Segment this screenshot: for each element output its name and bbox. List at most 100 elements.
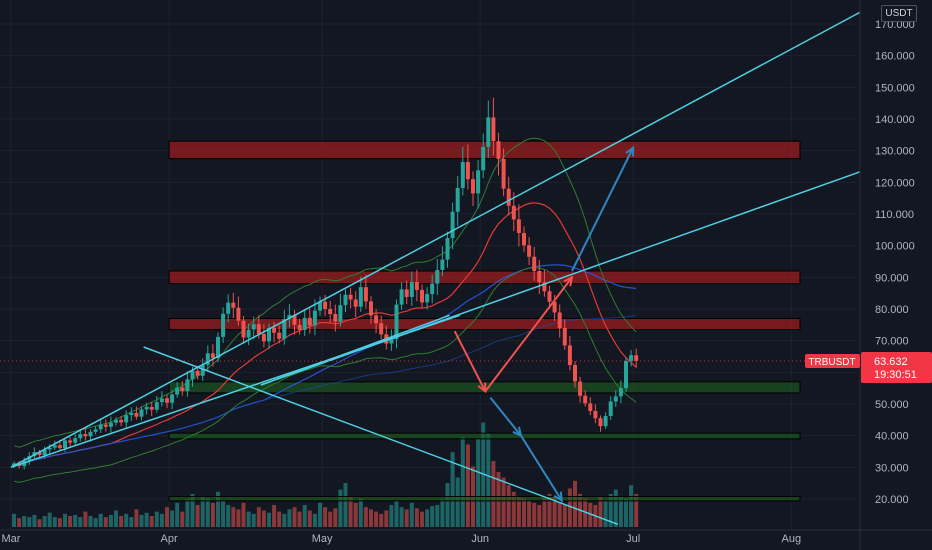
candle-body bbox=[292, 315, 297, 325]
candle-body bbox=[476, 170, 481, 194]
price-tick-label: 170.000 bbox=[875, 19, 915, 31]
volume-bar bbox=[251, 513, 256, 527]
volume-bar bbox=[267, 512, 271, 527]
volume-bar bbox=[542, 498, 547, 527]
candle-body bbox=[562, 328, 567, 346]
candle-body bbox=[180, 387, 185, 392]
volume-bar bbox=[292, 507, 297, 527]
volume-bar bbox=[511, 491, 516, 527]
candle-body bbox=[343, 294, 348, 306]
symbol-badge: TRBUSDT bbox=[808, 357, 855, 368]
candle-body bbox=[154, 402, 159, 410]
candle-body bbox=[389, 339, 394, 344]
volume-bar bbox=[205, 498, 210, 527]
candle-body bbox=[88, 431, 93, 437]
volume-bar bbox=[287, 509, 292, 527]
projection-arrow-up-head bbox=[563, 275, 574, 287]
candle-body bbox=[256, 324, 261, 335]
volume-bar bbox=[277, 511, 282, 527]
candle-body bbox=[338, 305, 343, 322]
candle-body bbox=[267, 328, 271, 342]
volume-bar bbox=[216, 491, 220, 527]
candle-body bbox=[57, 445, 62, 449]
candle-body bbox=[629, 355, 634, 361]
time-tick-label: Jun bbox=[471, 533, 489, 545]
volume-bar bbox=[358, 498, 363, 527]
candle-body bbox=[139, 409, 144, 417]
volume-bar bbox=[22, 516, 27, 527]
volume-bar bbox=[129, 517, 134, 527]
candle-body bbox=[460, 162, 465, 189]
time-tick-label: Mar bbox=[2, 533, 21, 545]
candle-body bbox=[277, 332, 282, 339]
currency-label[interactable]: USDT bbox=[881, 5, 917, 22]
price-zone bbox=[168, 318, 801, 331]
projection-arrow-dip bbox=[489, 397, 522, 437]
candle-body bbox=[251, 324, 256, 330]
volume-bar bbox=[210, 502, 215, 527]
volume-bar bbox=[537, 505, 542, 527]
volume-bar bbox=[455, 477, 460, 527]
volume-bar bbox=[134, 509, 139, 527]
candle-body bbox=[282, 319, 287, 339]
trendline-drawings[interactable] bbox=[10, 7, 869, 526]
volume-bar bbox=[159, 513, 164, 527]
volume-bar bbox=[425, 509, 430, 527]
volume-bar bbox=[399, 507, 404, 527]
candle-body bbox=[491, 117, 496, 142]
volume-bar bbox=[379, 513, 384, 527]
price-tick-label: 160.000 bbox=[875, 51, 915, 63]
candle-body bbox=[302, 317, 307, 330]
volume-bar bbox=[32, 514, 37, 527]
projection-arrow-up bbox=[484, 276, 573, 392]
volume-bar bbox=[414, 508, 419, 527]
candle-body bbox=[496, 141, 501, 159]
price-scale[interactable]: 20.00030.00040.00050.00060.00070.00080.0… bbox=[875, 19, 915, 506]
candle-body bbox=[221, 313, 226, 337]
volume-bar bbox=[17, 518, 22, 527]
candle-body bbox=[516, 219, 521, 233]
candle-body bbox=[312, 310, 317, 326]
projection-arrow-deep-head bbox=[553, 491, 564, 503]
candle-body bbox=[318, 301, 322, 311]
candle-body bbox=[297, 324, 302, 330]
volume-bar bbox=[154, 511, 159, 527]
volume-bar bbox=[465, 444, 470, 527]
candle-body bbox=[323, 301, 328, 309]
volume-bar bbox=[389, 505, 394, 527]
volume-bar bbox=[165, 507, 169, 527]
volume-bar bbox=[108, 514, 113, 527]
candle-body bbox=[241, 320, 246, 338]
candle-body bbox=[588, 403, 593, 411]
candle-body bbox=[12, 463, 16, 467]
volume-bar bbox=[343, 483, 348, 527]
candle-body bbox=[440, 259, 445, 271]
volume-bar bbox=[12, 513, 16, 527]
volume-bar bbox=[445, 483, 450, 527]
time-tick-label: May bbox=[312, 533, 333, 545]
volume-bar bbox=[603, 500, 608, 527]
volume-bar bbox=[190, 494, 195, 527]
candle-body bbox=[200, 364, 205, 376]
volume-bar bbox=[476, 439, 481, 527]
price-zone bbox=[168, 495, 801, 502]
candle-body bbox=[578, 381, 583, 396]
volume-bar bbox=[73, 514, 78, 527]
candle-body bbox=[583, 395, 588, 404]
candle-body bbox=[27, 456, 32, 461]
time-tick-label: Aug bbox=[782, 533, 802, 545]
candle-body bbox=[363, 287, 368, 302]
volume-bar bbox=[195, 505, 200, 527]
volume-bar bbox=[68, 516, 73, 527]
candle-body bbox=[369, 301, 373, 316]
volume-bar bbox=[501, 477, 506, 527]
volume-bar bbox=[348, 496, 353, 527]
volume-bar bbox=[175, 502, 180, 527]
candle-body bbox=[333, 314, 338, 322]
candle-body bbox=[455, 188, 460, 212]
candle-body bbox=[552, 301, 557, 313]
candle-body bbox=[404, 289, 409, 297]
time-scale[interactable]: Mar Apr May Jun Jul Aug bbox=[0, 529, 932, 545]
candle-body bbox=[159, 398, 164, 403]
